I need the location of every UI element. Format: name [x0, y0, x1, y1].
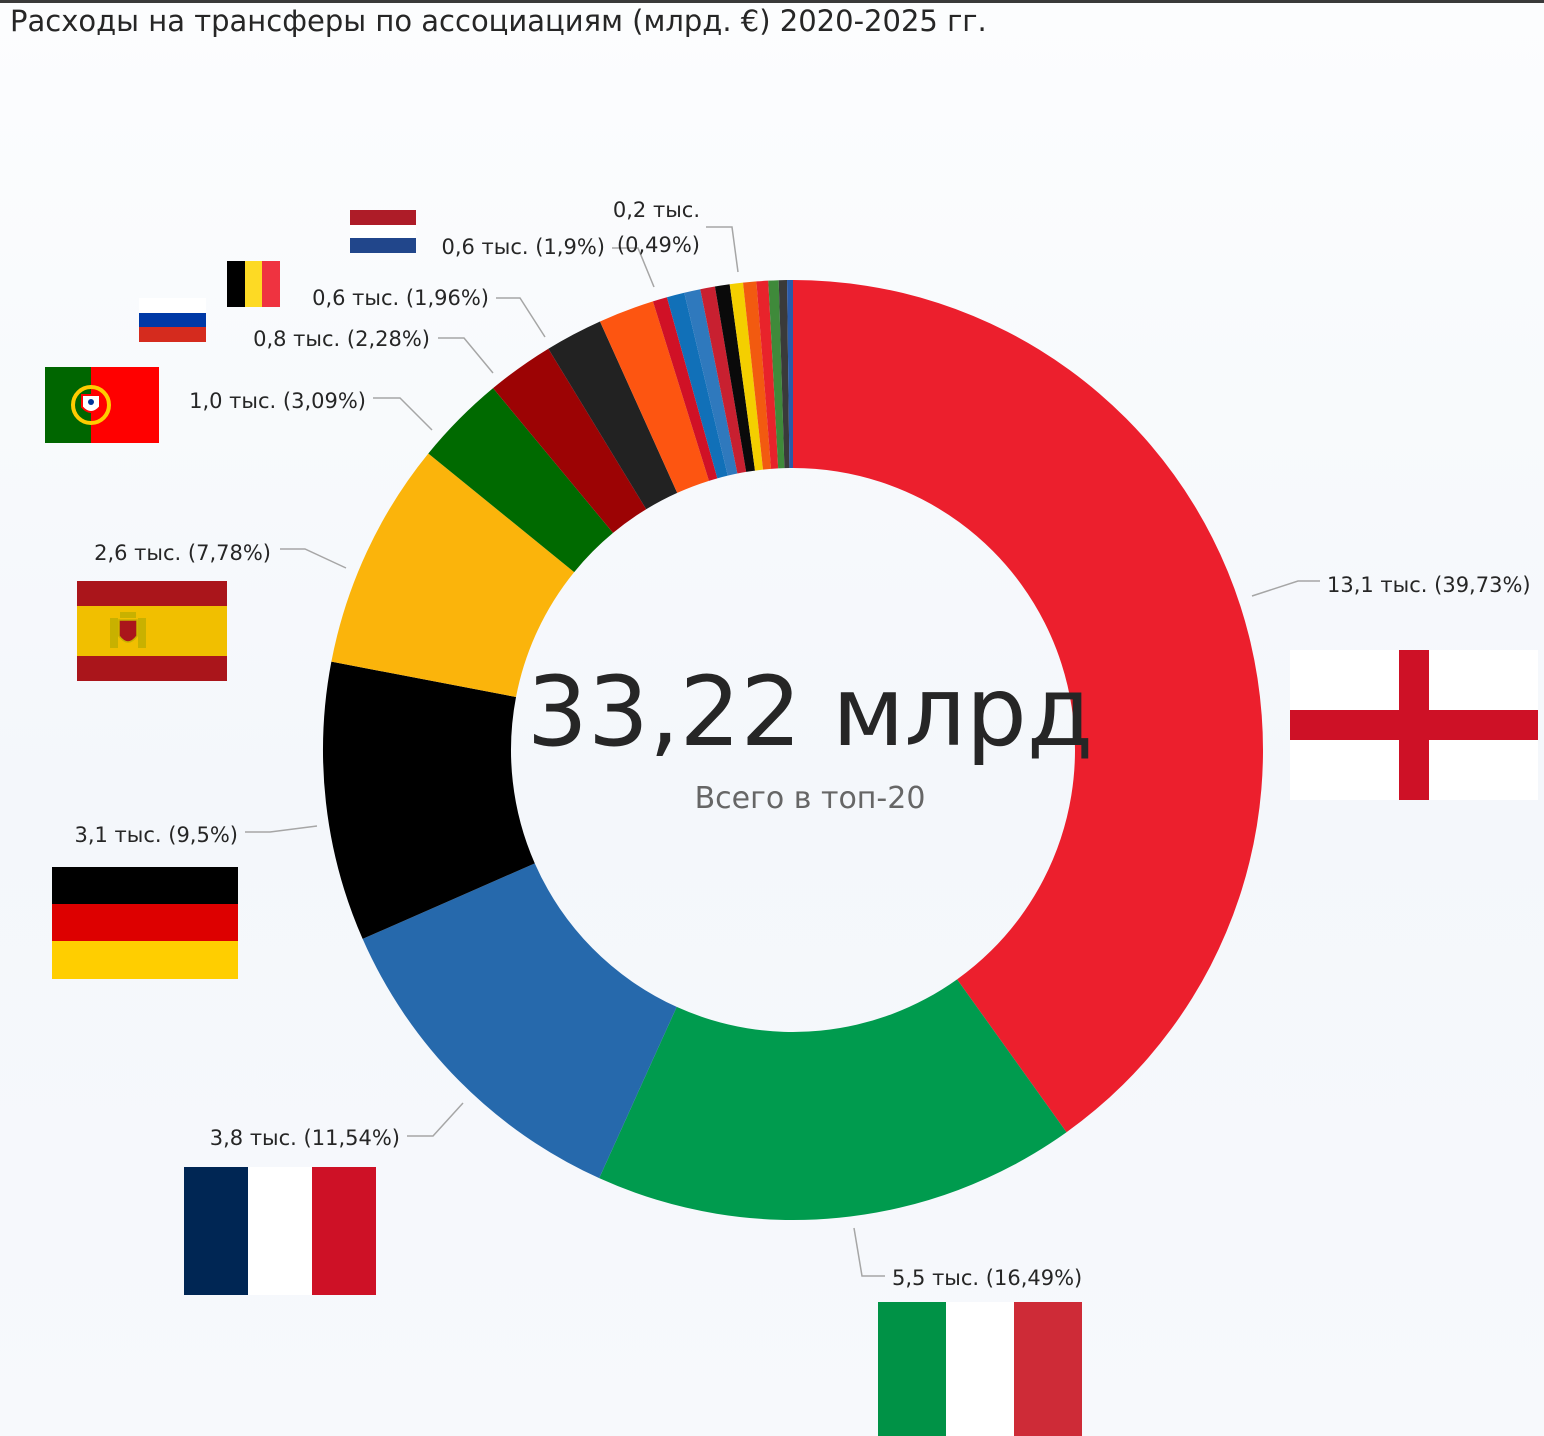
leader-lines: [245, 226, 1320, 1277]
slice-england: [793, 280, 1263, 1133]
slice-other-9: [652, 297, 718, 481]
center-caption: Всего в топ-20: [695, 781, 926, 816]
leader-belgium: [496, 297, 546, 338]
belgium-flag: [227, 261, 280, 307]
slice-other-14: [729, 282, 764, 471]
leader-russia: [438, 337, 494, 374]
leader-small: [706, 226, 739, 273]
slice-other-18: [778, 280, 790, 469]
slice-other-16: [756, 280, 779, 469]
data-labels: 13,1 тыс. (39,73%) 5,5 тыс. (16,49%) 3,8…: [74, 198, 1530, 1290]
slice-belgium: [548, 321, 678, 510]
label-england: 13,1 тыс. (39,73%): [1327, 573, 1531, 597]
label-portugal: 1,0 тыс. (3,09%): [189, 389, 366, 413]
leader-england: [1251, 580, 1320, 597]
france-flag: [184, 1167, 376, 1295]
england-flag: [1290, 650, 1538, 800]
slice-portugal: [428, 388, 614, 573]
spain-coat-of-arms-icon: [110, 612, 146, 648]
portugal-flag: [45, 367, 159, 443]
slice-other-10: [666, 292, 728, 479]
slice-other-15: [743, 281, 772, 470]
slice-other-17: [768, 280, 785, 469]
label-russia: 0,8 тыс. (2,28%): [253, 327, 430, 351]
chart-title: Расходы на трансферы по ассоциациям (млр…: [10, 4, 987, 38]
slice-france: [362, 863, 677, 1179]
slice-other-19: [787, 280, 793, 469]
label-belgium: 0,6 тыс. (1,96%): [312, 286, 489, 310]
spain-flag: [77, 581, 227, 681]
leader-portugal: [373, 397, 433, 431]
russia-flag: [139, 298, 206, 342]
top-border: [0, 0, 1544, 3]
label-small-a: 0,2 тыс.: [613, 198, 700, 222]
leader-netherlands: [612, 247, 655, 288]
slice-russia: [493, 348, 647, 533]
germany-flag: [52, 867, 238, 979]
slice-netherlands: [600, 301, 709, 493]
label-france: 3,8 тыс. (11,54%): [210, 1126, 400, 1150]
slice-italy: [599, 979, 1067, 1220]
netherlands-flag: [350, 210, 416, 253]
slice-spain: [331, 453, 575, 698]
label-germany: 3,1 тыс. (9,5%): [74, 823, 238, 847]
leader-spain: [280, 548, 347, 569]
donut-slices: [323, 280, 1263, 1220]
label-italy: 5,5 тыс. (16,49%): [892, 1266, 1082, 1290]
slice-other-11: [684, 289, 738, 476]
label-spain: 2,6 тыс. (7,78%): [94, 541, 271, 565]
leader-france: [407, 1102, 464, 1137]
italy-flag: [878, 1302, 1082, 1436]
label-netherlands: 0,6 тыс. (1,9%): [441, 235, 605, 259]
leader-italy: [853, 1227, 885, 1277]
slice-germany: [323, 661, 535, 939]
label-small-b: (0,49%): [617, 233, 700, 257]
slice-other-13: [714, 284, 756, 472]
slice-other-12: [700, 286, 747, 474]
leader-germany: [245, 825, 318, 833]
center-total: 33,22 млрд: [527, 656, 1093, 768]
